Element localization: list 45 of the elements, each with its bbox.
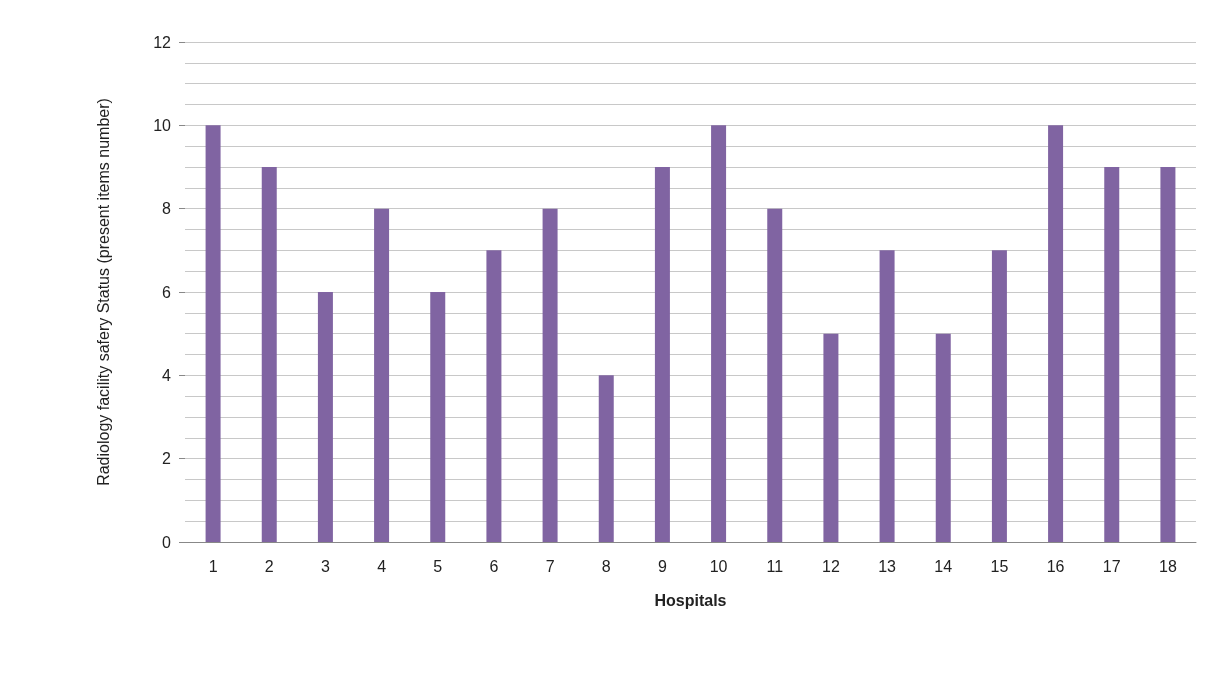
y-tick-label: 6 xyxy=(162,283,172,301)
bar xyxy=(486,250,502,542)
y-tick-label: 2 xyxy=(162,450,172,468)
x-tick-label: 3 xyxy=(320,557,330,575)
bar xyxy=(711,125,727,542)
x-tick-label: 6 xyxy=(489,557,499,575)
x-tick-label: 13 xyxy=(878,557,897,575)
bar xyxy=(879,250,895,542)
bar xyxy=(991,250,1007,542)
bar xyxy=(317,292,333,542)
x-tick-label: 10 xyxy=(709,557,728,575)
x-axis-title: Hospitals xyxy=(654,591,727,609)
bar xyxy=(430,292,446,542)
bar xyxy=(542,208,558,542)
x-tick-label: 1 xyxy=(208,557,218,575)
x-tick-label: 16 xyxy=(1046,557,1065,575)
x-tick-label: 8 xyxy=(601,557,611,575)
x-tick-label: 5 xyxy=(433,557,443,575)
x-tick-label: 11 xyxy=(766,557,784,575)
bar xyxy=(823,333,839,542)
x-tick-label: 9 xyxy=(657,557,667,575)
x-tick-label: 17 xyxy=(1102,557,1121,575)
x-tick-label: 14 xyxy=(934,557,953,575)
bar xyxy=(935,333,951,542)
x-tick-label: 2 xyxy=(264,557,274,575)
x-tick-label: 7 xyxy=(545,557,555,575)
bar xyxy=(205,125,221,542)
x-tick-label: 18 xyxy=(1159,557,1177,575)
bar xyxy=(1048,125,1064,542)
bar xyxy=(598,375,614,542)
bar xyxy=(1104,167,1120,542)
y-tick-label: 4 xyxy=(162,366,172,384)
y-tick-label: 0 xyxy=(162,533,172,551)
y-tick-label: 8 xyxy=(162,200,172,218)
bar xyxy=(261,167,277,542)
bar xyxy=(654,167,670,542)
y-axis-title: Radiology facility safery Status (present items number) xyxy=(94,98,112,486)
bar xyxy=(374,208,390,542)
x-tick-label: 15 xyxy=(990,557,1009,575)
x-tick-label: 4 xyxy=(377,557,387,575)
x-tick-label: 12 xyxy=(822,557,840,575)
bar xyxy=(1160,167,1176,542)
y-tick-label: 12 xyxy=(153,33,172,51)
bar xyxy=(767,208,783,542)
y-tick-label: 10 xyxy=(153,116,172,134)
